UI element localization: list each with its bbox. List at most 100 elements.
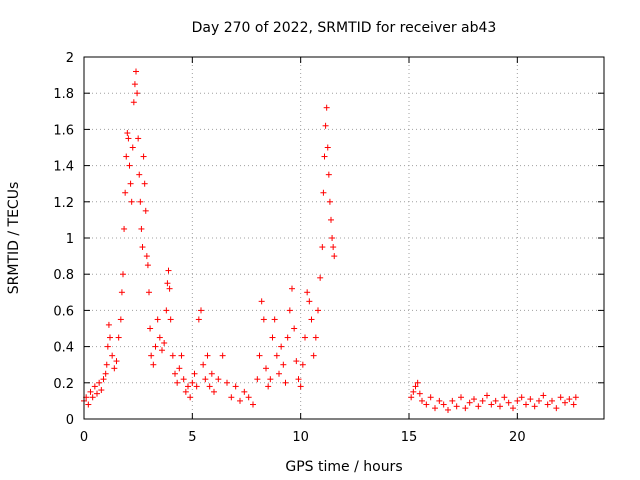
y-tick-label: 0.2 (53, 377, 74, 392)
data-point (241, 388, 248, 395)
data-point (322, 122, 329, 129)
data-point (416, 390, 423, 397)
data-point (453, 403, 460, 410)
data-point (113, 358, 120, 365)
data-point (562, 399, 568, 406)
data-point (130, 99, 137, 106)
data-point (140, 153, 147, 160)
data-point (161, 339, 168, 346)
data-point (265, 383, 272, 390)
data-point (172, 370, 178, 377)
data-point (122, 189, 129, 196)
data-point (492, 397, 499, 404)
data-point (289, 285, 295, 292)
data-point (200, 361, 207, 368)
data-point (123, 153, 130, 160)
data-point (85, 401, 92, 408)
data-point (479, 397, 486, 404)
data-point (269, 334, 276, 341)
data-point (89, 394, 96, 401)
data-point (466, 399, 473, 406)
data-point (471, 396, 477, 403)
data-point (118, 289, 125, 296)
data-point (125, 135, 132, 142)
data-point (169, 352, 176, 359)
y-tick-label: 1.8 (53, 87, 74, 102)
data-point (267, 376, 274, 383)
data-point (329, 235, 336, 241)
data-point (94, 390, 100, 397)
data-point (572, 394, 579, 401)
data-point (219, 352, 226, 359)
data-point (436, 397, 443, 404)
data-point (440, 401, 447, 408)
data-point (260, 316, 267, 323)
data-point (302, 334, 308, 341)
x-tick-label: 5 (188, 430, 196, 445)
y-tick-label: 1.2 (53, 196, 74, 211)
data-points (81, 68, 579, 413)
data-point (137, 198, 144, 205)
data-point (540, 392, 547, 399)
data-point (308, 316, 315, 323)
data-point (315, 307, 321, 314)
data-point (497, 403, 503, 410)
data-point (215, 376, 222, 383)
data-point (139, 244, 146, 251)
data-point (284, 334, 291, 341)
data-point (325, 171, 332, 178)
data-point (204, 352, 211, 359)
data-point (312, 334, 319, 341)
data-point (115, 334, 122, 341)
data-point (276, 370, 282, 377)
data-point (105, 321, 112, 328)
data-point (193, 383, 200, 390)
data-point (111, 365, 118, 372)
data-point (462, 405, 469, 412)
x-tick-label: 10 (292, 430, 309, 445)
data-point (317, 274, 324, 281)
data-point (449, 397, 456, 404)
y-tick-label: 1 (66, 232, 74, 247)
data-point (129, 144, 136, 151)
chart-title: Day 270 of 2022, SRMTID for receiver ab4… (192, 20, 497, 36)
x-tick-label: 20 (509, 430, 526, 445)
data-point (501, 394, 508, 401)
data-point (427, 394, 434, 401)
data-point (128, 198, 135, 205)
data-point (488, 401, 495, 408)
data-point (156, 334, 163, 341)
data-point (144, 262, 151, 269)
data-point (475, 403, 482, 410)
data-point (198, 307, 204, 314)
data-point (211, 388, 217, 395)
data-point (432, 405, 438, 412)
data-point (180, 376, 187, 383)
data-point (484, 392, 490, 399)
y-tick-label: 0.4 (53, 341, 74, 356)
data-point (299, 361, 306, 368)
data-point (109, 352, 116, 359)
data-point (304, 289, 311, 296)
data-point (505, 399, 512, 406)
data-point (187, 394, 194, 401)
data-point (100, 376, 107, 383)
data-point (182, 388, 189, 395)
data-point (232, 383, 239, 390)
y-tick-label: 1.6 (53, 123, 74, 138)
data-point (146, 289, 152, 296)
data-point (131, 81, 138, 88)
data-point (408, 394, 415, 401)
data-point (321, 153, 328, 160)
data-point (263, 365, 269, 372)
y-tick-label: 0.6 (53, 304, 74, 319)
data-point (510, 405, 516, 412)
data-point (258, 298, 265, 305)
data-point (154, 316, 161, 323)
y-axis-label: SRMTID / TECUs (6, 182, 22, 295)
data-point (147, 325, 154, 332)
data-point (330, 244, 337, 251)
data-point (120, 271, 126, 278)
data-point (273, 352, 280, 359)
